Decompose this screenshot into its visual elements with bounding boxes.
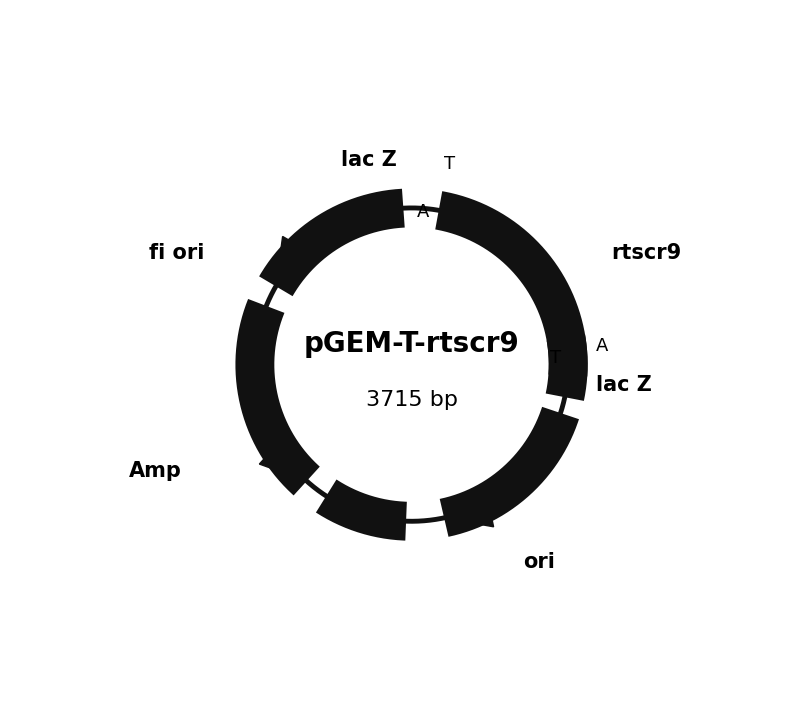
Text: A: A	[416, 203, 428, 221]
Text: Amp: Amp	[128, 461, 181, 481]
Text: pGEM-T-rtscr9: pGEM-T-rtscr9	[303, 331, 519, 358]
Text: A: A	[595, 336, 608, 355]
Text: rtscr9: rtscr9	[610, 243, 681, 264]
Polygon shape	[444, 490, 493, 527]
Text: fi ori: fi ori	[148, 243, 204, 264]
Polygon shape	[276, 237, 315, 287]
Text: lac Z: lac Z	[595, 375, 651, 395]
Polygon shape	[259, 436, 306, 481]
Text: ori: ori	[522, 552, 554, 572]
Text: T: T	[549, 349, 560, 367]
Text: 3715 bp: 3715 bp	[365, 390, 457, 410]
Text: lac Z: lac Z	[340, 150, 396, 170]
Text: T: T	[444, 155, 455, 173]
